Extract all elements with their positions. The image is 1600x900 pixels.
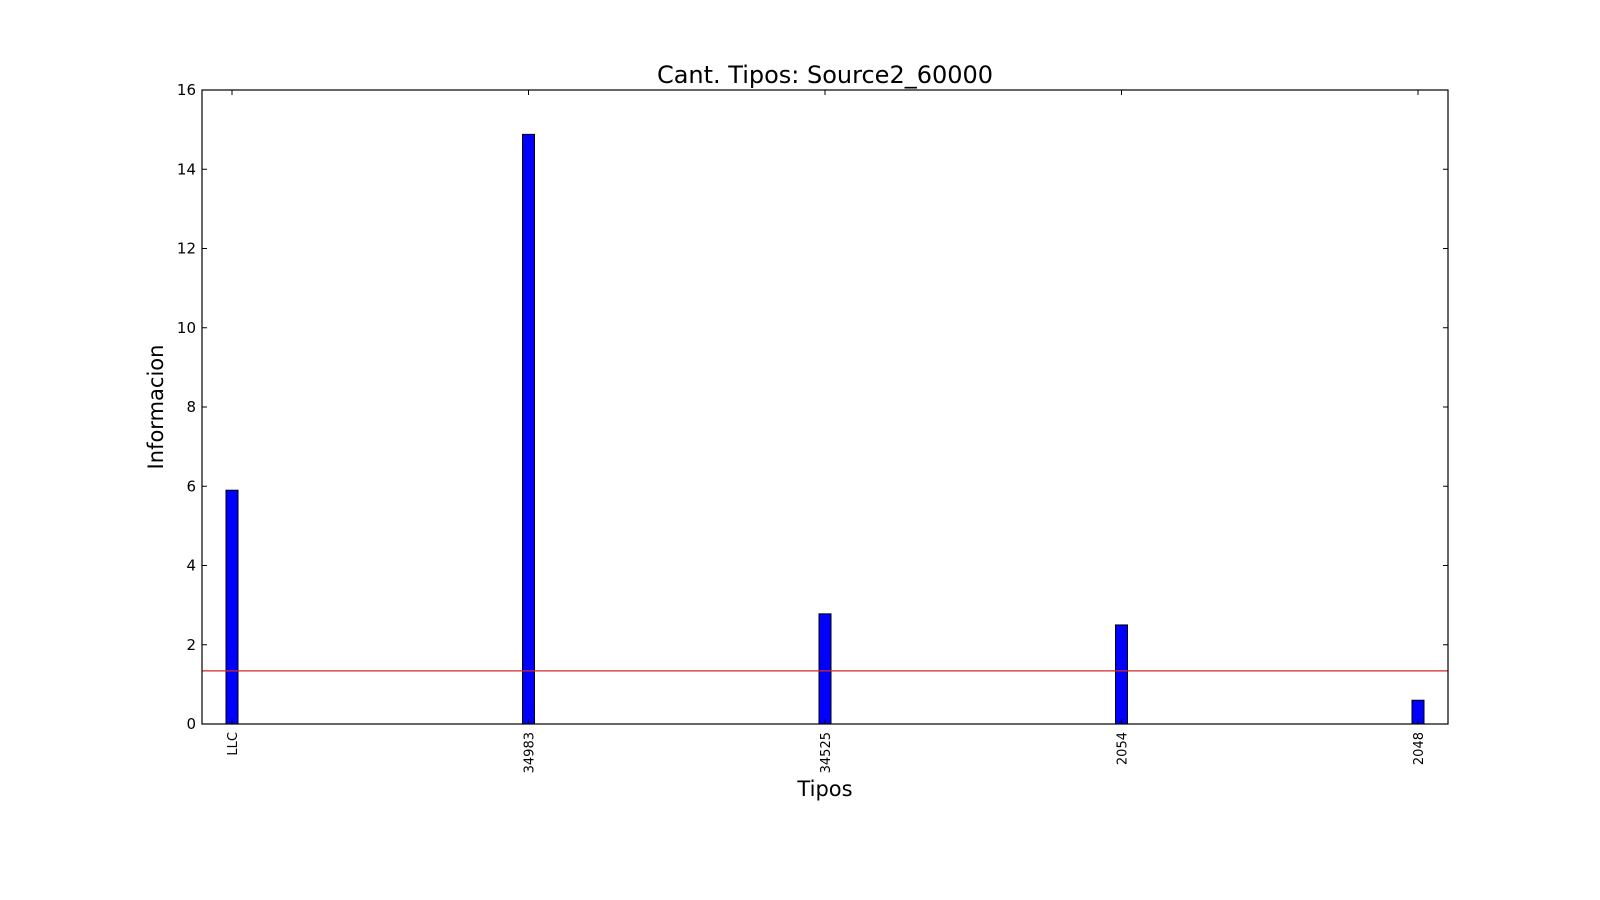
x-tick-label-34525: 34525	[819, 732, 834, 773]
plot-area-frame	[201, 89, 1449, 725]
x-axis-label: Tipos	[796, 777, 852, 801]
bar-34525	[818, 613, 832, 725]
y-axis-label: Informacion	[144, 345, 168, 470]
ticks-group: 0 2 4 6 8 10 12 14 16 LLC 34983 34525 2054 2048	[177, 81, 1448, 773]
y-tick-label-0: 0	[186, 715, 196, 733]
y-tick-label-10: 10	[177, 319, 196, 337]
chart-title: Cant. Tipos: Source2_60000	[657, 61, 993, 89]
bars-group	[225, 133, 1425, 725]
x-tick-label-34983: 34983	[523, 732, 538, 773]
x-tick-label-LLC: LLC	[226, 732, 241, 756]
y-tick-label-12: 12	[177, 240, 196, 258]
y-tick-label-4: 4	[186, 557, 196, 575]
x-tick-label-2048: 2048	[1412, 732, 1427, 765]
x-tick-label-2054: 2054	[1116, 732, 1131, 765]
y-tick-label-16: 16	[177, 81, 196, 99]
y-tick-label-14: 14	[177, 160, 196, 178]
y-tick-label-6: 6	[186, 477, 196, 495]
y-tick-label-2: 2	[186, 636, 196, 654]
bar-34983	[522, 133, 535, 725]
y-tick-label-8: 8	[186, 398, 196, 416]
bar-2054	[1115, 624, 1128, 725]
bar-LLC	[225, 489, 239, 725]
